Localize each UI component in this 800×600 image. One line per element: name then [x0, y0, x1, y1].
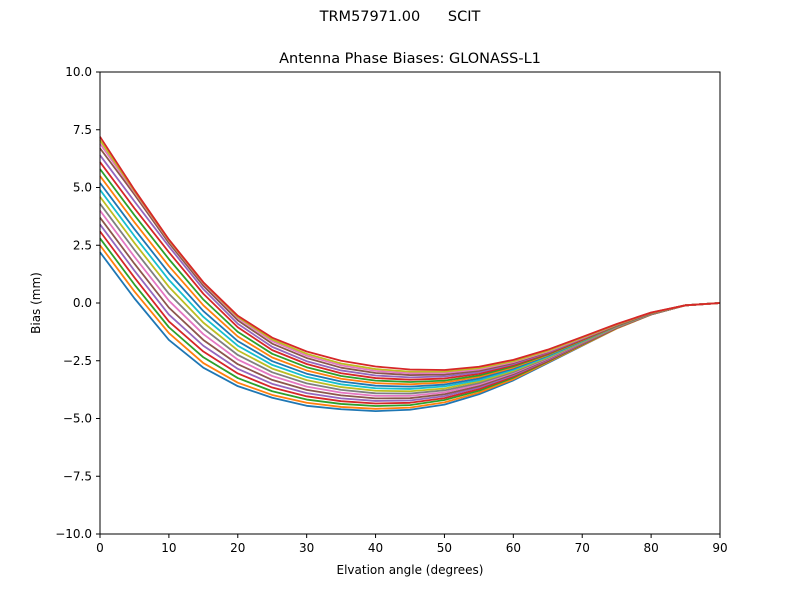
x-tick-label: 60 — [506, 541, 521, 555]
series-line-16 — [99, 147, 721, 376]
series-lines — [99, 136, 721, 413]
y-axis-label: Bias (mm) — [29, 272, 43, 334]
x-tick-label: 50 — [437, 541, 452, 555]
series-line-11 — [99, 182, 721, 388]
x-tick-label: 70 — [575, 541, 590, 555]
y-tick-label: 7.5 — [73, 123, 92, 137]
x-tick-label: 80 — [643, 541, 658, 555]
x-tick-label: 40 — [368, 541, 383, 555]
x-tick-label: 20 — [230, 541, 245, 555]
y-tick-label: −5.0 — [63, 412, 92, 426]
y-tick-label: 0.0 — [73, 296, 92, 310]
y-tick-label: −7.5 — [63, 469, 92, 483]
x-tick-label: 0 — [96, 541, 104, 555]
y-tick-label: 5.0 — [73, 181, 92, 195]
axis-ticks: 0 10 20 30 40 50 60 70 80 90 −10.0 −7.5 −5.0 −2.5 0.0 2… — [55, 65, 727, 555]
x-tick-label: 90 — [712, 541, 727, 555]
y-tick-label: 10.0 — [65, 65, 92, 79]
series-line-17 — [99, 143, 721, 375]
chart-title: Antenna Phase Biases: GLONASS-L1 — [279, 51, 541, 67]
y-tick-label: −2.5 — [63, 354, 92, 368]
figure-suptitle: TRM57971.00 SCIT — [319, 9, 481, 25]
series-line-7 — [99, 210, 721, 397]
y-tick-label: 2.5 — [73, 238, 92, 252]
x-tick-label: 10 — [161, 541, 176, 555]
series-line-19 — [99, 136, 721, 371]
series-line-15 — [99, 154, 721, 379]
x-axis-label: Elvation angle (degrees) — [337, 563, 484, 577]
y-tick-label: −10.0 — [55, 527, 92, 541]
x-tick-label: 30 — [299, 541, 314, 555]
axes-frame — [99, 71, 721, 535]
